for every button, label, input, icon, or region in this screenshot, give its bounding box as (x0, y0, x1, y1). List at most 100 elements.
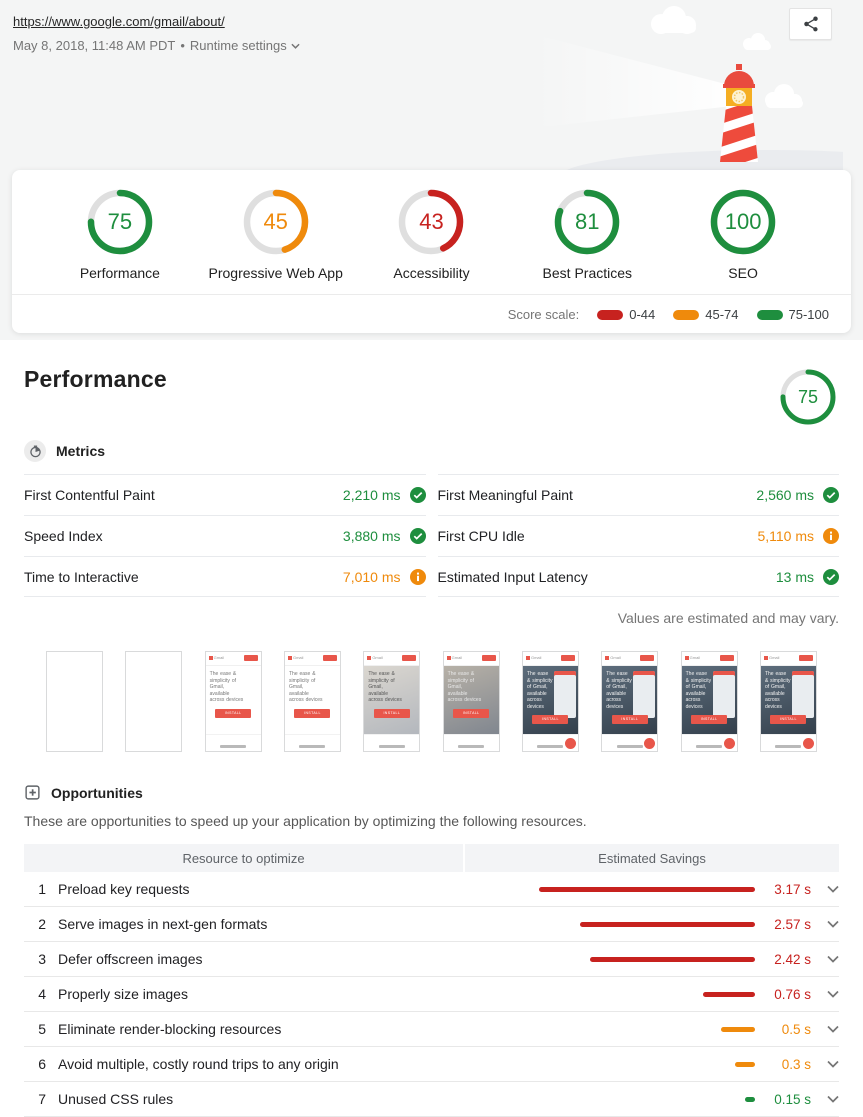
gauge-ring: 81 (553, 188, 621, 256)
score-best-practices[interactable]: 81 Best Practices (509, 188, 665, 281)
savings-bar (580, 921, 755, 927)
metric-first-cpu-idle: First CPU Idle 5,110 ms (437, 515, 839, 556)
chevron-down-icon[interactable] (827, 990, 839, 998)
chevron-down-icon[interactable] (827, 1060, 839, 1068)
report-header: https://www.google.com/gmail/about/ May … (0, 0, 863, 340)
scale-range-pass: 75-100 (756, 307, 829, 322)
report-timestamp: May 8, 2018, 11:48 AM PDT (13, 38, 176, 53)
metric-first-meaningful-paint: First Meaningful Paint 2,560 ms (437, 474, 839, 515)
fab-dot (802, 738, 814, 749)
savings-bar (590, 956, 755, 962)
score-accessibility[interactable]: 43 Accessibility (354, 188, 510, 281)
lighthouse-illustration (533, 6, 843, 174)
opportunities-icon (25, 785, 40, 800)
savings-bar (744, 1096, 755, 1102)
fab-dot (644, 738, 656, 749)
opportunity-row[interactable]: 4 Properly size images 0.76 s (24, 977, 839, 1012)
score-scale-legend: Score scale: 0-44 45-74 75-100 (12, 294, 851, 334)
gauge-ring: 43 (397, 188, 465, 256)
filmstrip-thumbnail: Gmail The ease & simplicity of Gmail, ava… (363, 651, 421, 752)
opportunity-row[interactable]: 7 Unused CSS rules 0.15 s (24, 1082, 839, 1117)
score-performance[interactable]: 75 Performance (42, 188, 198, 281)
metrics-chip (24, 440, 46, 462)
score-scale-label: Score scale: (507, 307, 580, 322)
performance-section-title: Performance (24, 366, 167, 392)
filmstrip-thumbnail: Gmail The ease & simplicity of Gmail, ava… (521, 651, 579, 752)
scores-summary-card: 75 Performance 45 Progressive Web App 43… (12, 170, 851, 333)
metric-first-contentful-paint: First Contentful Paint 2,210 ms (24, 474, 426, 515)
chevron-down-icon[interactable] (827, 1025, 839, 1033)
chevron-down-icon[interactable] (827, 885, 839, 893)
pass-pill-icon (756, 309, 783, 320)
gauge-ring: 45 (242, 188, 310, 256)
chevron-down-icon[interactable] (827, 955, 839, 963)
gauge-label: Progressive Web App (208, 265, 343, 281)
pass-check-icon (823, 487, 839, 503)
estimate-disclaimer: Values are estimated and may vary. (617, 610, 839, 626)
report-meta: https://www.google.com/gmail/about/ May … (13, 13, 300, 53)
opportunities-description: These are opportunities to speed up your… (24, 813, 587, 829)
performance-score-gauge: 75 (779, 368, 837, 426)
savings-bar (721, 1026, 755, 1032)
gauge-label: Accessibility (393, 265, 470, 281)
scale-range-fail: 0-44 (597, 307, 655, 322)
load-filmstrip: Gmail The ease & simplicity of Gmail, ava… (46, 651, 817, 752)
pass-check-icon (823, 568, 839, 585)
pass-check-icon (409, 487, 426, 503)
tested-url-link[interactable]: https://www.google.com/gmail/about/ (13, 14, 225, 29)
chevron-down-icon[interactable] (827, 920, 839, 928)
gauge-label: Performance (79, 265, 160, 281)
filmstrip-thumbnail: Gmail The ease & simplicity of Gmail, ava… (204, 651, 262, 752)
filmstrip-thumbnail: Gmail The ease & simplicity of Gmail, ava… (283, 651, 341, 752)
meta-separator: • (180, 38, 185, 53)
opportunities-section-label: Opportunities (51, 784, 143, 801)
share-icon (803, 16, 818, 32)
fab-dot (723, 738, 735, 749)
gauge-label: Best Practices (542, 265, 633, 281)
metric-estimated-input-latency: Estimated Input Latency 13 ms (437, 556, 839, 597)
average-info-icon (409, 568, 426, 585)
opportunity-row[interactable]: 3 Defer offscreen images 2.42 s (24, 942, 839, 977)
gauge-ring: 75 (86, 188, 154, 256)
savings-bar (703, 991, 755, 997)
column-resource: Resource to optimize (24, 844, 464, 872)
lighthouse-tower (720, 64, 758, 162)
light-beam (533, 34, 733, 128)
opportunity-row[interactable]: 1 Preload key requests 3.17 s (24, 872, 839, 907)
filmstrip-thumbnail (125, 651, 183, 752)
column-savings: Estimated Savings (465, 844, 839, 872)
filmstrip-thumbnail (46, 651, 103, 752)
filmstrip-thumbnail: Gmail The ease & simplicity of Gmail, ava… (759, 651, 817, 752)
average-info-icon (823, 528, 839, 544)
opportunity-row[interactable]: 6 Avoid multiple, costly round trips to … (24, 1047, 839, 1082)
fab-dot (564, 738, 576, 749)
opportunities-table-header: Resource to optimize Estimated Savings (24, 844, 839, 872)
opportunities-table: Resource to optimize Estimated Savings 1… (24, 844, 839, 1117)
opportunity-row[interactable]: 5 Eliminate render-blocking resources 0.… (24, 1012, 839, 1047)
timer-icon (29, 445, 41, 457)
fail-pill-icon (597, 309, 624, 320)
runtime-settings-toggle[interactable]: Runtime settings (190, 38, 300, 53)
savings-bar (734, 1061, 755, 1067)
score-seo[interactable]: 100 SEO (665, 188, 821, 281)
cloud (651, 6, 696, 34)
metric-speed-index: Speed Index 3,880 ms (24, 515, 426, 556)
filmstrip-thumbnail: Gmail The ease & simplicity of Gmail, ava… (680, 651, 738, 752)
pass-check-icon (409, 528, 426, 544)
scale-range-average: 45-74 (673, 307, 739, 322)
chevron-down-icon[interactable] (827, 1095, 839, 1103)
metrics-table: First Contentful Paint 2,210 ms First Me… (24, 474, 839, 597)
chevron-down-icon (291, 43, 300, 49)
score-gauges: 75 Performance 45 Progressive Web App 43… (12, 170, 851, 281)
average-pill-icon (673, 309, 700, 320)
gauge-label: SEO (728, 265, 758, 281)
savings-bar (539, 886, 755, 892)
opportunity-row[interactable]: 2 Serve images in next-gen formats 2.57 … (24, 907, 839, 942)
share-button[interactable] (789, 8, 832, 40)
score-pwa[interactable]: 45 Progressive Web App (198, 188, 354, 281)
cloud (765, 84, 803, 108)
gauge-ring: 100 (709, 188, 777, 256)
filmstrip-thumbnail: Gmail The ease & simplicity of Gmail, ava… (601, 651, 659, 752)
filmstrip-thumbnail: Gmail The ease & simplicity of Gmail, ava… (442, 651, 500, 752)
metrics-section-label: Metrics (56, 443, 106, 459)
